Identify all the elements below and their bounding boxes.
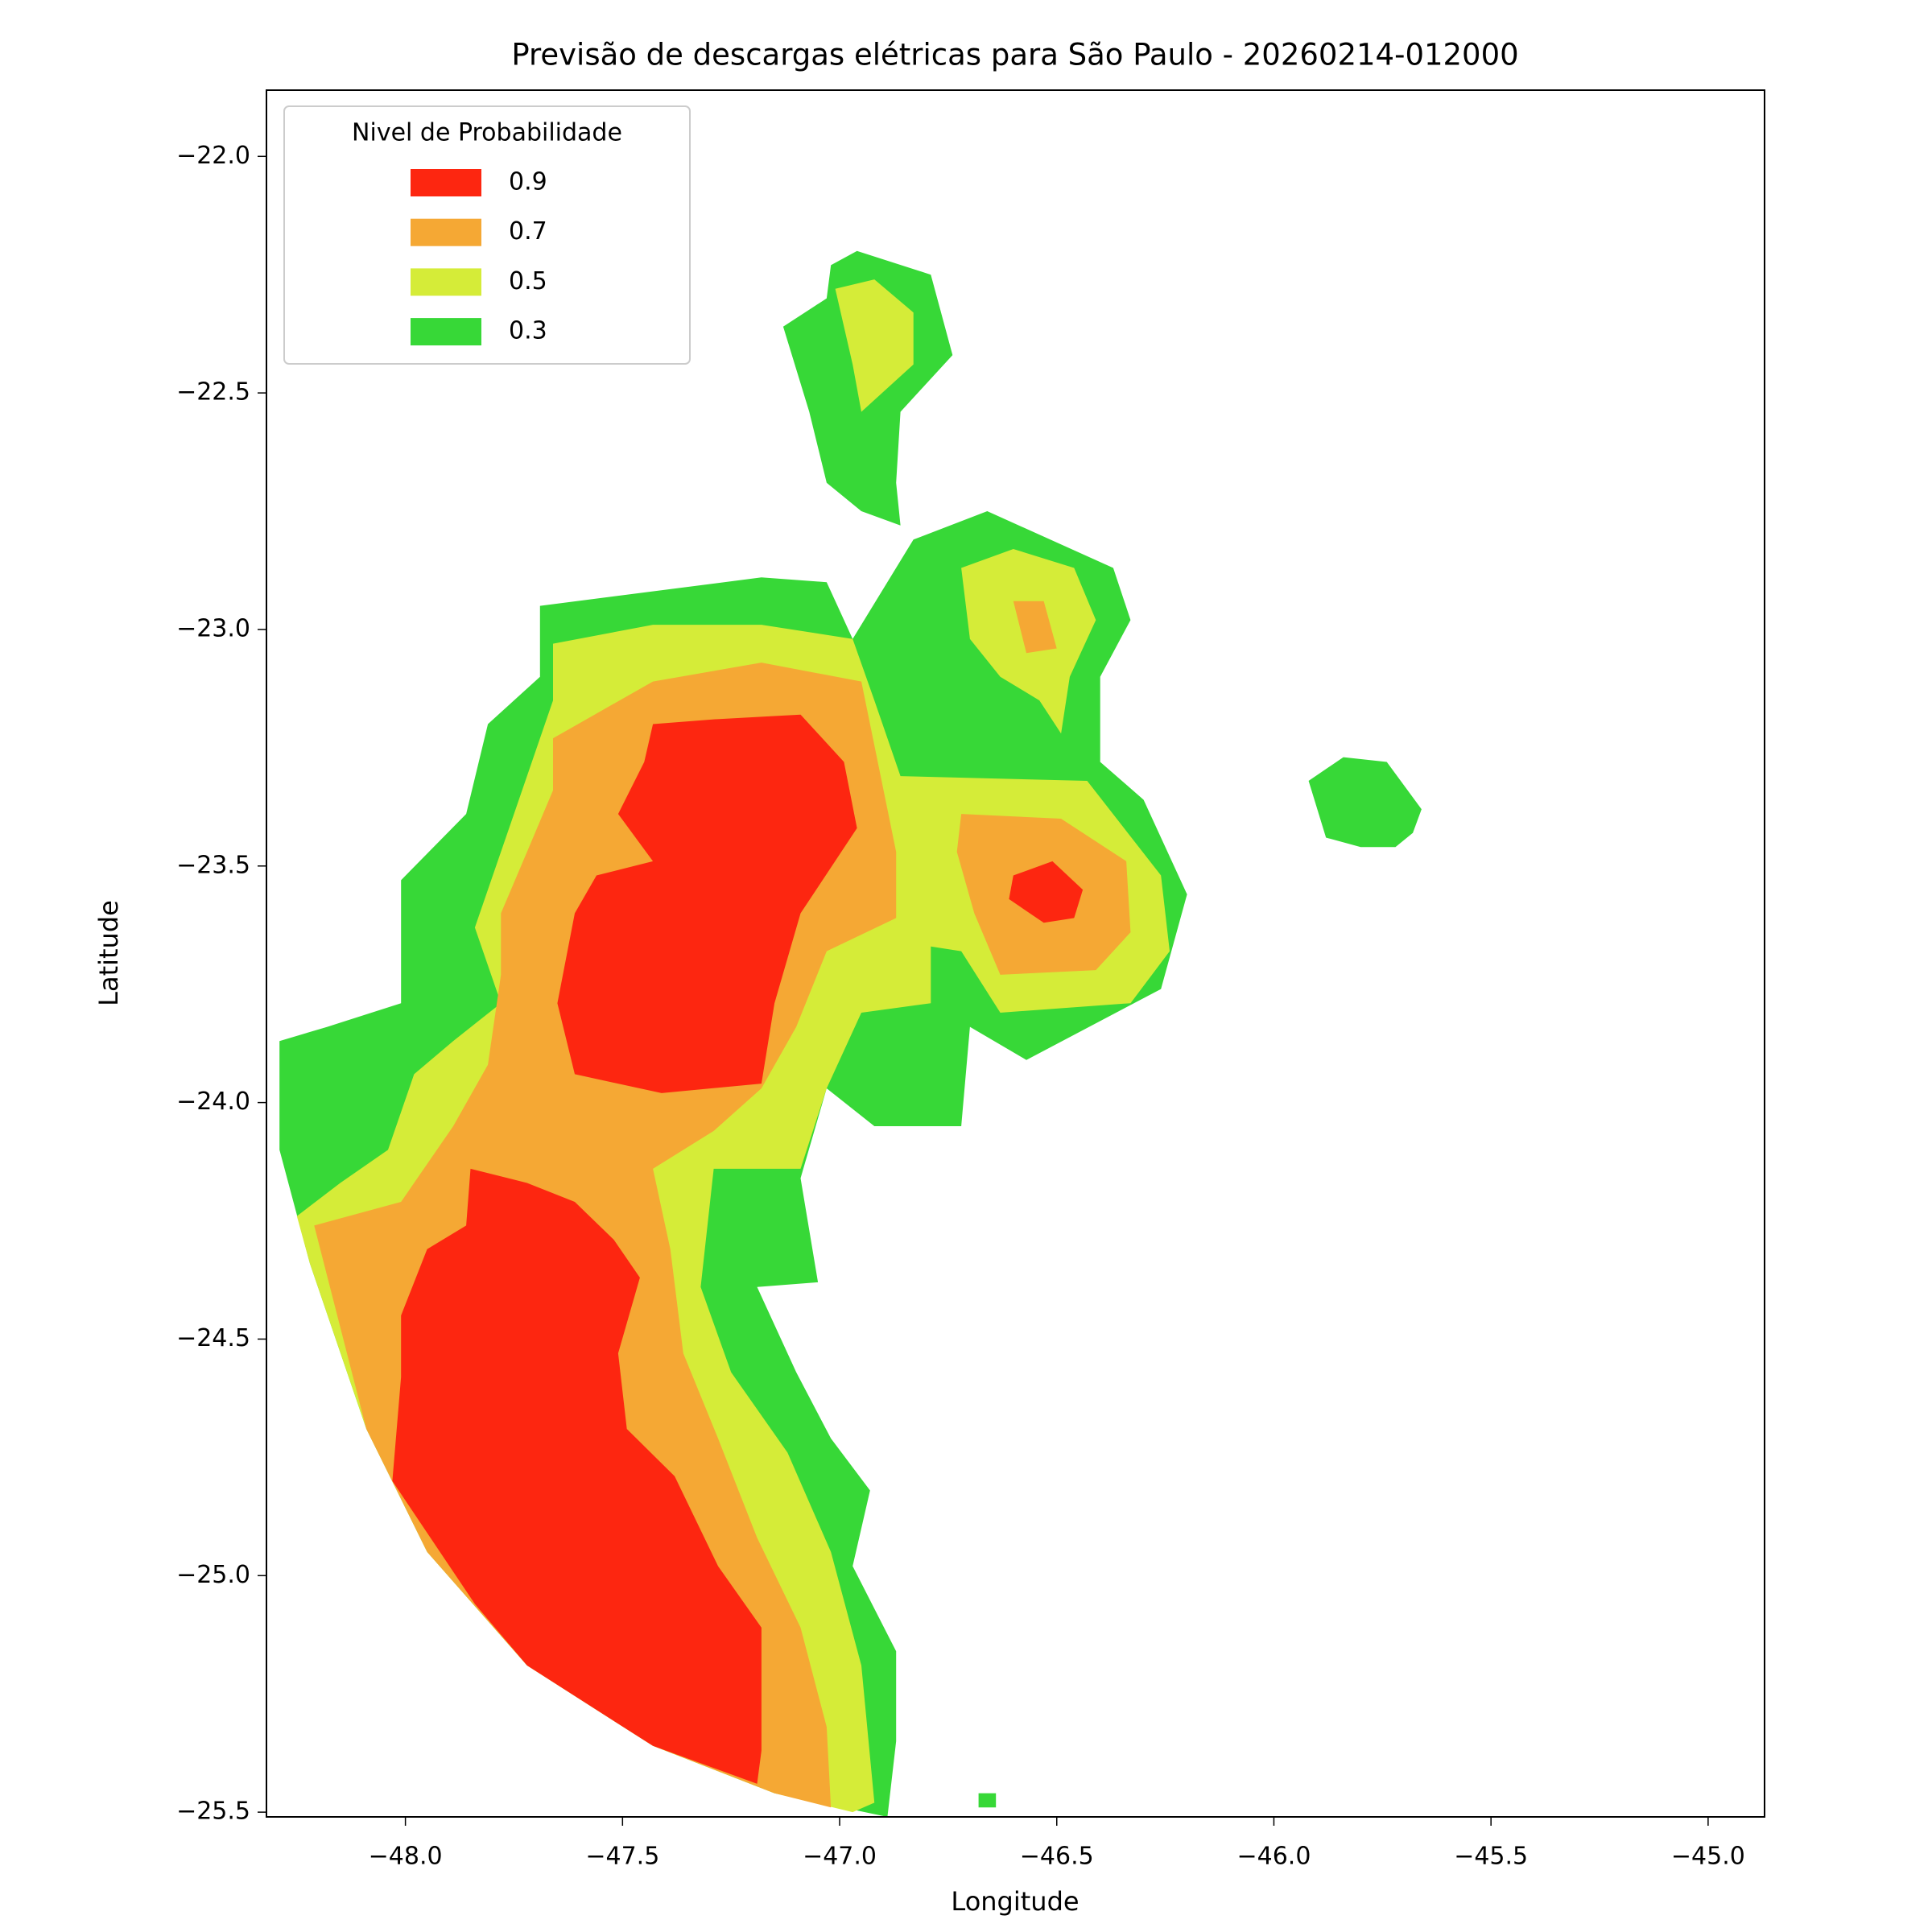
contour-region xyxy=(835,279,914,412)
y-tick-label: −24.5 xyxy=(176,1324,250,1352)
legend-label: 0.5 xyxy=(509,267,547,295)
chart-title: Previsão de descargas elétricas para São… xyxy=(511,38,1518,72)
legend-swatch xyxy=(411,318,481,346)
x-tick-label: −48.0 xyxy=(369,1843,443,1871)
y-tick-label: −23.5 xyxy=(176,851,250,879)
x-tick-label: −47.5 xyxy=(585,1843,659,1871)
y-tick-label: −25.0 xyxy=(176,1561,250,1589)
x-axis-label: Longitude xyxy=(951,1886,1079,1917)
y-tick-label: −22.5 xyxy=(176,378,250,407)
legend-label: 0.3 xyxy=(509,317,547,345)
x-tick-label: −45.0 xyxy=(1671,1843,1745,1871)
legend-label: 0.7 xyxy=(509,217,547,246)
legend-label: 0.9 xyxy=(509,168,547,196)
x-tick-label: −47.0 xyxy=(803,1843,877,1871)
contour-region xyxy=(392,1168,762,1784)
contour-region xyxy=(1009,861,1084,923)
x-tick-label: −45.5 xyxy=(1454,1843,1528,1871)
plot-area xyxy=(279,250,1422,1817)
contour-region xyxy=(557,714,857,1093)
legend-swatch xyxy=(411,169,481,196)
legend-swatch xyxy=(411,268,481,296)
contour-region xyxy=(978,1793,997,1808)
legend-frame xyxy=(283,105,691,365)
y-tick-label: −24.0 xyxy=(176,1088,250,1116)
y-tick-label: −23.0 xyxy=(176,614,250,642)
legend-title: Nivel de Probabilidade xyxy=(352,119,622,147)
contour-region xyxy=(1308,757,1422,848)
x-tick-label: −46.5 xyxy=(1020,1843,1094,1871)
legend-swatch xyxy=(411,218,481,246)
legend: Nivel de Probabilidade 0.9 0.7 0.5 0.3 xyxy=(283,105,691,365)
y-tick-label: −22.0 xyxy=(176,142,250,170)
axes-frame xyxy=(266,89,1765,1818)
y-tick-label: −25.5 xyxy=(176,1798,250,1826)
contour-region xyxy=(1013,601,1057,654)
y-axis-label: Latitude xyxy=(93,900,124,1006)
x-tick-label: −46.0 xyxy=(1236,1843,1311,1871)
